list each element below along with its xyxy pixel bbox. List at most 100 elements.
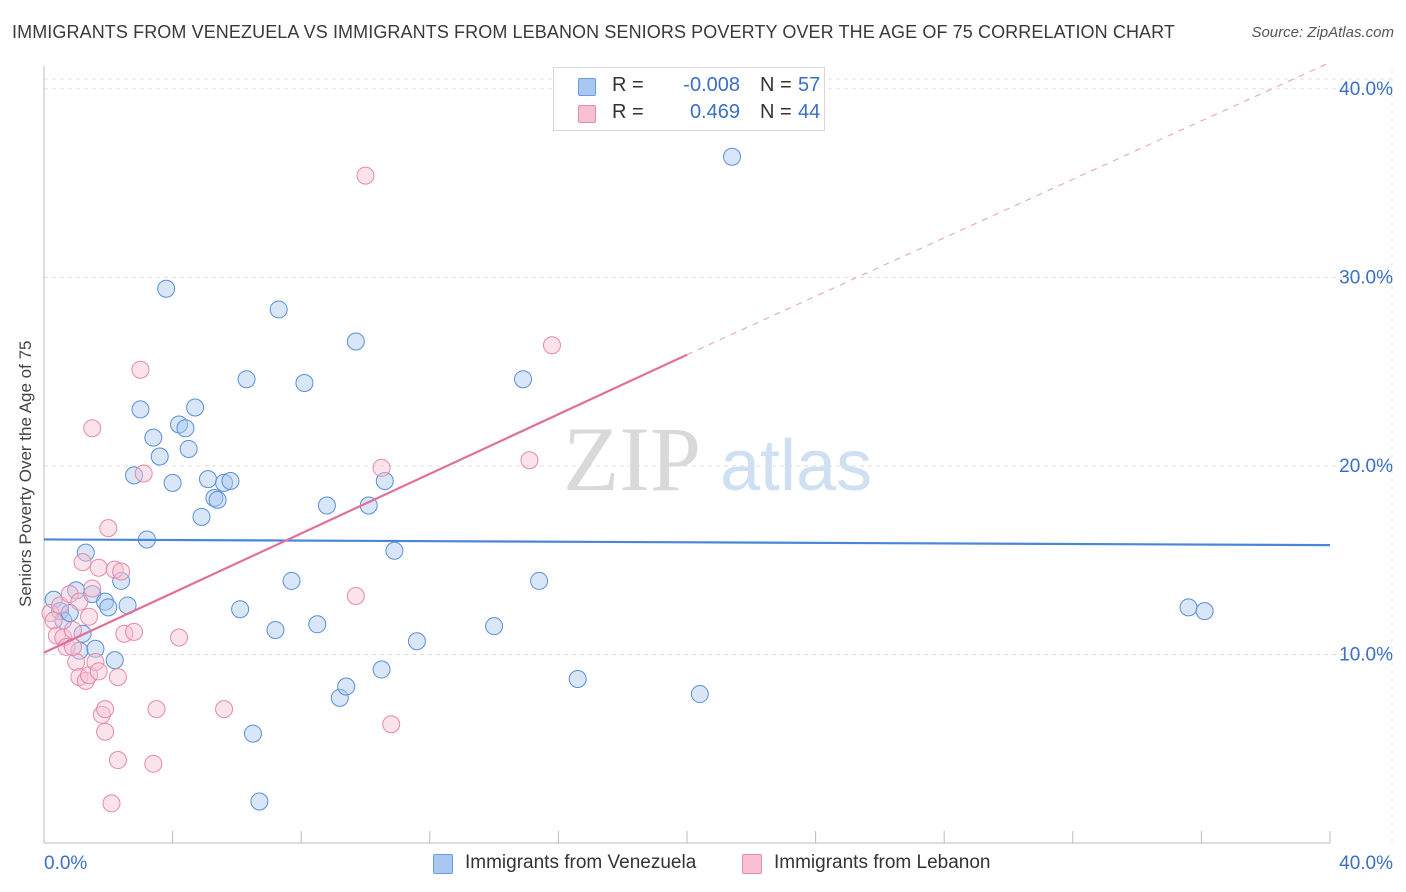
point-venezuela — [198, 470, 217, 489]
n-label: N = — [760, 74, 792, 96]
point-venezuela — [221, 472, 240, 491]
watermark-zip: ZIP — [563, 408, 701, 510]
x-tick-label: 0.0% — [44, 853, 87, 874]
point-lebanon — [102, 794, 121, 813]
point-lebanon — [144, 754, 163, 773]
point-venezuela — [86, 639, 105, 658]
point-venezuela — [105, 651, 124, 670]
point-lebanon — [96, 722, 115, 741]
data-points — [41, 147, 1214, 813]
point-venezuela — [96, 592, 115, 611]
point-lebanon — [73, 553, 92, 572]
point-lebanon — [92, 705, 111, 724]
chart-title: IMMIGRANTS FROM VENEZUELA VS IMMIGRANTS … — [12, 22, 1176, 42]
point-venezuela — [385, 541, 404, 560]
trend-lines — [43, 62, 1331, 654]
y-tick-label: 40.0% — [1339, 79, 1393, 100]
point-venezuela — [514, 370, 533, 389]
point-venezuela — [485, 617, 504, 636]
point-venezuela — [295, 373, 314, 392]
trend-line-lebanon-extension — [686, 62, 1331, 356]
x-tick-label: 40.0% — [1339, 853, 1393, 874]
point-lebanon — [372, 458, 391, 477]
point-venezuela — [176, 419, 195, 438]
point-lebanon — [83, 579, 102, 598]
point-lebanon — [44, 611, 63, 630]
gridlines — [44, 70, 1393, 843]
point-venezuela — [407, 632, 426, 651]
legend-swatch-venezuela — [578, 78, 596, 96]
point-venezuela — [150, 447, 169, 466]
point-venezuela — [237, 370, 256, 389]
point-venezuela — [282, 571, 301, 590]
point-lebanon — [170, 628, 189, 647]
point-venezuela — [243, 724, 262, 743]
point-lebanon — [520, 451, 539, 470]
point-lebanon — [382, 715, 401, 734]
point-lebanon — [112, 562, 131, 581]
point-lebanon — [346, 587, 365, 606]
point-lebanon — [67, 653, 86, 672]
point-venezuela — [266, 620, 285, 639]
y-axis-label: Seniors Poverty Over the Age of 75 — [16, 340, 35, 607]
point-venezuela — [250, 792, 269, 811]
point-venezuela — [112, 571, 131, 590]
y-tick-label: 10.0% — [1339, 644, 1393, 665]
point-venezuela — [131, 400, 150, 419]
y-tick-label: 20.0% — [1339, 456, 1393, 477]
point-lebanon — [125, 622, 144, 641]
r-label: R = — [612, 74, 644, 96]
point-venezuela — [205, 488, 224, 507]
point-venezuela — [690, 685, 709, 704]
source-label: Source: ZipAtlas.com — [1251, 24, 1394, 41]
point-venezuela — [1179, 598, 1198, 617]
point-venezuela — [215, 473, 234, 492]
point-venezuela — [269, 300, 288, 319]
point-venezuela — [157, 279, 176, 298]
watermark: ZIP atlas — [563, 408, 872, 510]
point-lebanon — [96, 700, 115, 719]
point-lebanon — [89, 558, 108, 577]
r-value: -0.008 — [683, 74, 740, 96]
point-lebanon — [147, 700, 166, 719]
point-venezuela — [186, 398, 205, 417]
point-lebanon — [86, 653, 105, 672]
point-lebanon — [99, 519, 118, 538]
point-venezuela — [144, 428, 163, 447]
n-label: N = — [760, 101, 792, 123]
y-tick-label: 30.0% — [1339, 267, 1393, 288]
point-venezuela — [346, 332, 365, 351]
point-lebanon — [542, 336, 561, 355]
series-legend: Immigrants from Venezuela Immigrants fro… — [0, 852, 1406, 878]
point-lebanon — [356, 166, 375, 185]
point-venezuela — [163, 473, 182, 492]
point-lebanon — [76, 671, 95, 690]
point-lebanon — [105, 560, 124, 579]
legend-swatch-lebanon — [742, 854, 762, 874]
r-value: 0.469 — [689, 101, 740, 123]
point-lebanon — [80, 607, 99, 626]
point-venezuela — [208, 490, 227, 509]
legend-label-venezuela: Immigrants from Venezuela — [465, 852, 697, 873]
n-value: 44 — [798, 101, 821, 123]
watermark-atlas: atlas — [720, 426, 872, 506]
point-lebanon — [89, 662, 108, 681]
r-label: R = — [612, 101, 644, 123]
point-lebanon — [134, 464, 153, 483]
point-lebanon — [70, 592, 89, 611]
point-lebanon — [60, 585, 79, 604]
point-venezuela — [723, 147, 742, 166]
point-lebanon — [83, 419, 102, 438]
correlation-legend: R = -0.008 N = 57 R = 0.469 N = 44 — [553, 67, 825, 131]
point-venezuela — [231, 600, 250, 619]
point-lebanon — [108, 751, 127, 770]
axes — [43, 66, 1331, 844]
n-value: 57 — [798, 74, 821, 96]
point-venezuela — [308, 615, 327, 634]
point-venezuela — [568, 669, 587, 688]
legend-swatch-venezuela — [433, 854, 453, 874]
point-venezuela — [317, 496, 336, 515]
point-venezuela — [375, 472, 394, 491]
point-venezuela — [337, 677, 356, 696]
